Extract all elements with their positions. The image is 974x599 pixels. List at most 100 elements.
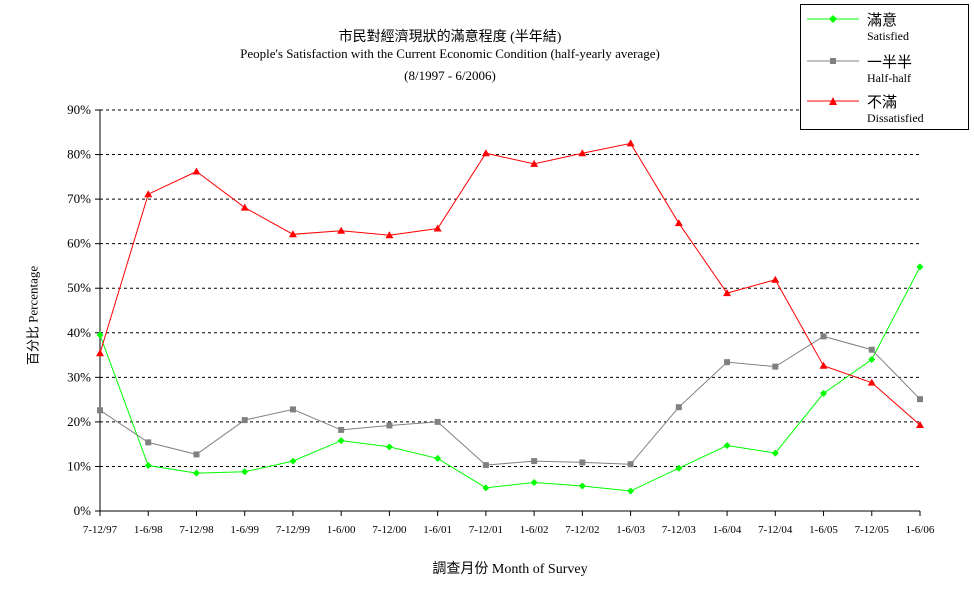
y-tick-label: 80%: [67, 147, 91, 162]
x-tick-label: 7-12/98: [179, 524, 214, 536]
data-point: [97, 407, 103, 414]
x-tick-label: 1-6/00: [327, 524, 356, 536]
data-point: [578, 149, 587, 157]
data-point: [820, 333, 827, 340]
y-tick-label: 60%: [67, 236, 91, 251]
x-tick-label: 7-12/99: [276, 524, 311, 536]
data-point: [530, 159, 539, 167]
x-tick-labels: 7-12/97 1-6/98 7-12/98 1-6/99 7-12/99 1-6/00 7…: [83, 524, 935, 536]
x-tick-label: 7-12/97: [83, 524, 118, 536]
y-tick-label: 10%: [67, 458, 91, 473]
data-point: [481, 149, 490, 157]
data-point: [674, 219, 683, 227]
x-tick-label: 7-12/03: [662, 524, 697, 536]
legend-label-cn: 一半半: [867, 55, 913, 71]
x-axis-label: 調查月份 Month of Survey: [432, 562, 588, 577]
x-tick-label: 1-6/02: [520, 524, 549, 536]
data-point: [482, 462, 489, 469]
y-tick-label: 50%: [67, 280, 91, 295]
grid-lines: [100, 109, 920, 467]
data-point: [145, 439, 152, 446]
data-point: [771, 449, 779, 457]
data-point: [337, 226, 346, 234]
legend-label-en: Half-half: [867, 71, 911, 85]
x-tick-label: 7-12/02: [565, 524, 599, 536]
data-point: [868, 346, 875, 353]
data-point: [916, 421, 924, 429]
data-point: [675, 464, 683, 472]
data-point: [241, 468, 249, 476]
legend-item-dissatisfied: 不滿 Dissatisfied: [801, 91, 970, 129]
data-point: [627, 487, 635, 495]
data-point: [337, 437, 345, 445]
data-point: [819, 361, 828, 369]
data-point: [288, 230, 297, 238]
legend-label-cn: 滿意: [867, 13, 898, 29]
data-point: [820, 389, 828, 397]
series-satisfied: [96, 263, 924, 495]
data-point: [482, 484, 490, 492]
legend-label-en: Dissatisfied: [867, 111, 924, 125]
series-line: [99, 335, 921, 466]
chart-legend: 滿意 Satisfied 一半半 Half-half 不滿 Dissatisfi…: [800, 4, 969, 130]
data-point: [723, 289, 732, 297]
data-point: [96, 349, 104, 357]
x-tick-label: 7-12/05: [855, 524, 890, 536]
series-dissatisfied: [96, 139, 924, 429]
data-point: [579, 459, 586, 466]
chart-title-english: People's Satisfaction with the Current E…: [240, 46, 660, 61]
data-point: [917, 396, 923, 403]
data-point: [578, 482, 586, 490]
data-point: [868, 356, 876, 364]
x-tick-label: 7-12/01: [469, 524, 503, 536]
legend-item-half-half: 一半半 Half-half: [801, 51, 970, 89]
x-tick-label: 1-6/06: [906, 524, 935, 536]
data-point: [724, 359, 731, 366]
x-tick-label: 1-6/98: [134, 524, 163, 536]
x-tick-label: 7-12/00: [372, 524, 407, 536]
chart-title-chinese: 市民對經濟現狀的滿意程度 (半年結): [338, 30, 562, 45]
data-point: [675, 404, 682, 411]
series-line: [99, 142, 921, 426]
y-tick-label: 70%: [67, 191, 91, 206]
data-series: [96, 139, 924, 495]
series-line: [99, 266, 921, 492]
data-point: [241, 417, 248, 424]
legend-label-en: Satisfied: [867, 29, 909, 43]
x-tick-label: 1-6/05: [809, 524, 838, 536]
data-point: [338, 426, 345, 433]
data-point: [434, 454, 442, 462]
legend-symbol-dissatisfied: [807, 97, 859, 105]
data-point: [723, 442, 731, 450]
data-point: [289, 457, 297, 465]
y-tick-label: 0%: [74, 503, 92, 518]
data-point: [433, 224, 442, 232]
x-tick-label: 1-6/03: [616, 524, 645, 536]
x-tick-label: 1-6/04: [713, 524, 742, 536]
legend-item-satisfied: 滿意 Satisfied: [801, 9, 970, 47]
series-half-half: [97, 333, 923, 469]
y-tick-label: 90%: [67, 102, 91, 117]
data-point: [626, 139, 635, 147]
x-tick-label: 1-6/01: [423, 524, 452, 536]
y-tick-label: 20%: [67, 414, 91, 429]
data-point: [289, 406, 296, 413]
axes: [95, 109, 921, 516]
data-point: [192, 469, 200, 477]
data-point: [627, 461, 634, 468]
y-tick-label: 40%: [67, 325, 91, 340]
data-point: [916, 263, 924, 271]
chart-period: (8/1997 - 6/2006): [404, 68, 496, 83]
y-tick-labels: 0% 10% 20% 30% 40% 50% 60% 70% 80% 90%: [67, 102, 91, 518]
x-tick-label: 1-6/99: [230, 524, 259, 536]
y-tick-label: 30%: [67, 369, 91, 384]
data-point: [240, 203, 249, 211]
data-point: [531, 458, 538, 465]
data-point: [434, 418, 441, 425]
data-point: [530, 478, 538, 486]
data-point: [385, 443, 393, 451]
y-axis-label: 百分比 Percentage: [25, 265, 41, 366]
data-point: [192, 167, 201, 175]
data-point: [96, 331, 104, 339]
